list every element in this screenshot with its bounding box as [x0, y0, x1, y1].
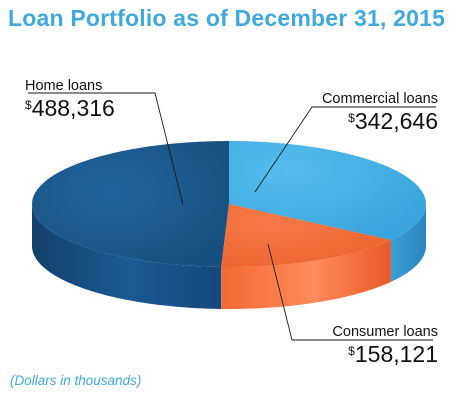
consumer-loans-amount: 158,121	[354, 341, 438, 367]
consumer-loans-leader	[267, 243, 433, 341]
commercial-loans-value: $342,646	[322, 108, 438, 134]
commercial-loans-currency: $	[348, 111, 355, 125]
consumer-loans-slice	[221, 204, 391, 267]
home-loans-leader	[28, 92, 184, 206]
consumer-loans-slice-side	[221, 239, 391, 309]
consumer-loans-currency: $	[348, 344, 355, 358]
home-loans-label: Home loans $488,316	[25, 78, 115, 121]
chart-title: Loan Portfolio as of December 31, 2015	[8, 5, 446, 31]
home-loans-amount: 488,316	[31, 95, 115, 121]
commercial-loans-leader	[254, 106, 436, 193]
home-loans-name: Home loans	[25, 78, 103, 94]
commercial-loans-name: Commercial loans	[321, 91, 438, 107]
commercial-loans-amount: 342,646	[354, 108, 438, 134]
consumer-loans-name: Consumer loans	[332, 324, 438, 340]
commercial-loans-slice	[229, 141, 426, 240]
home-loans-currency: $	[25, 98, 32, 112]
consumer-loans-value: $158,121	[332, 341, 438, 367]
units-note: (Dollars in thousands)	[10, 373, 142, 388]
consumer-loans-label: Consumer loans $158,121	[332, 324, 438, 367]
home-loans-value: $488,316	[25, 95, 115, 121]
commercial-loans-label: Commercial loans $342,646	[322, 91, 438, 134]
home-loans-slice-side	[32, 204, 222, 309]
commercial-loans-slice-side	[390, 204, 426, 282]
home-loans-slice	[32, 141, 229, 267]
